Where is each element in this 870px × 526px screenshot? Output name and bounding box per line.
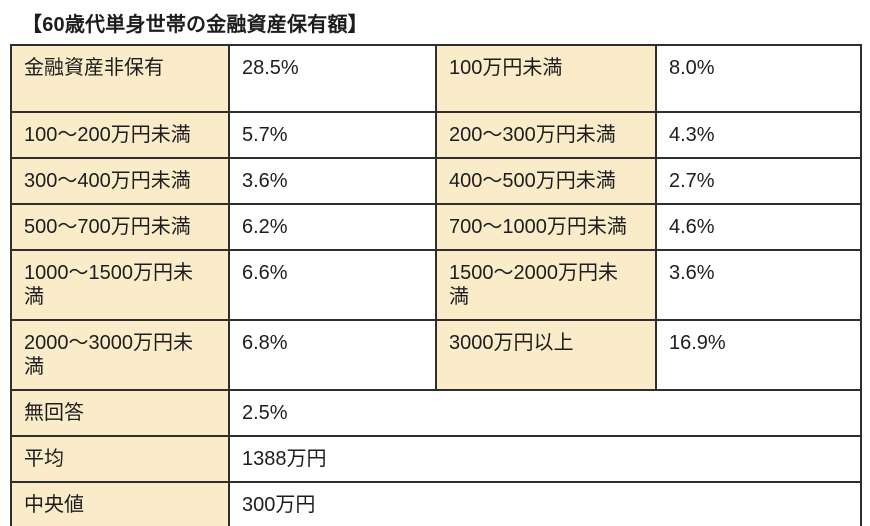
table-row: 金融資産非保有 28.5% 100万円未満 8.0%: [10, 44, 862, 113]
category-cell: 400〜500万円未満: [435, 157, 657, 205]
value-cell: 2.7%: [655, 157, 862, 205]
table-row: 500〜700万円未満 6.2% 700〜1000万円未満 4.6%: [10, 203, 862, 251]
table-row: 1000〜1500万円未 満 6.6% 1500〜2000万円未 満 3.6%: [10, 249, 862, 321]
table-row: 平均 1388万円: [10, 435, 862, 483]
value-cell: 8.0%: [655, 44, 862, 113]
category-cell: 3000万円以上: [435, 319, 657, 391]
table-row: 2000〜3000万円未 満 6.8% 3000万円以上 16.9%: [10, 319, 862, 391]
value-cell: 5.7%: [228, 111, 437, 159]
value-cell: 2.5%: [228, 389, 862, 437]
table-row: 100〜200万円未満 5.7% 200〜300万円未満 4.3%: [10, 111, 862, 159]
category-cell: 1500〜2000万円未 満: [435, 249, 657, 321]
table-row: 無回答 2.5%: [10, 389, 862, 437]
value-cell: 1388万円: [228, 435, 862, 483]
category-cell: 無回答: [10, 389, 230, 437]
value-cell: 4.3%: [655, 111, 862, 159]
table-row: 300〜400万円未満 3.6% 400〜500万円未満 2.7%: [10, 157, 862, 205]
page-title: 【60歳代単身世帯の金融資産保有額】: [22, 14, 368, 36]
category-cell: 平均: [10, 435, 230, 483]
category-cell: 金融資産非保有: [10, 44, 230, 113]
value-cell: 6.6%: [228, 249, 437, 321]
category-cell: 100万円未満: [435, 44, 657, 113]
asset-table: 金融資産非保有 28.5% 100万円未満 8.0% 100〜200万円未満 5…: [10, 44, 862, 526]
value-cell: 6.2%: [228, 203, 437, 251]
category-cell: 700〜1000万円未満: [435, 203, 657, 251]
category-cell: 300〜400万円未満: [10, 157, 230, 205]
category-cell: 中央値: [10, 481, 230, 526]
value-cell: 16.9%: [655, 319, 862, 391]
table-row: 中央値 300万円: [10, 481, 862, 526]
value-cell: 4.6%: [655, 203, 862, 251]
category-cell: 100〜200万円未満: [10, 111, 230, 159]
category-cell: 1000〜1500万円未 満: [10, 249, 230, 321]
category-cell: 200〜300万円未満: [435, 111, 657, 159]
value-cell: 300万円: [228, 481, 862, 526]
value-cell: 28.5%: [228, 44, 437, 113]
value-cell: 6.8%: [228, 319, 437, 391]
value-cell: 3.6%: [655, 249, 862, 321]
category-cell: 500〜700万円未満: [10, 203, 230, 251]
value-cell: 3.6%: [228, 157, 437, 205]
category-cell: 2000〜3000万円未 満: [10, 319, 230, 391]
